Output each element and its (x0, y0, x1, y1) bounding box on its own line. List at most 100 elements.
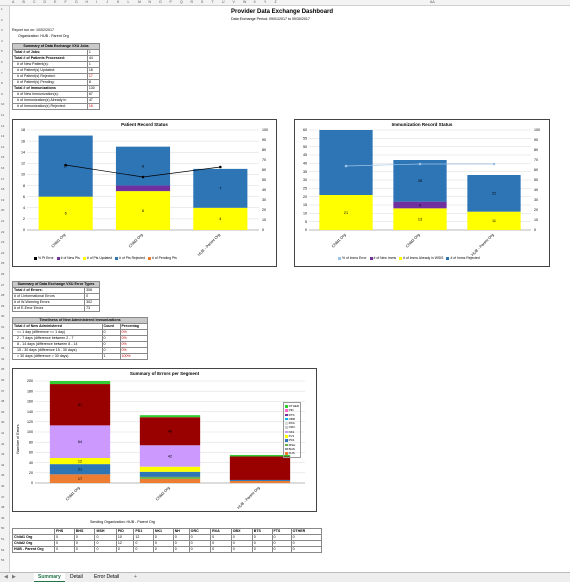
column-letter[interactable]: B (22, 0, 25, 4)
segment-count[interactable]: 0 (271, 546, 292, 553)
segment-count[interactable]: 0 (94, 546, 117, 553)
error-types-header[interactable]: Summary of Data Exchange VXU Error Types (12, 281, 100, 288)
segment-count[interactable]: 0 (73, 546, 96, 553)
column-letter[interactable]: G (75, 0, 78, 4)
jobs-table-header[interactable]: Summary of Data Exchange VXU Jobs (12, 43, 100, 50)
scroll-left-icon[interactable]: ◀ (4, 574, 8, 580)
segment-count[interactable]: 0 (251, 546, 273, 553)
row-number[interactable]: 43 (1, 452, 5, 457)
column-letter[interactable]: M (138, 0, 141, 4)
row-number[interactable]: 40 (1, 420, 5, 425)
row-number[interactable]: 26 (1, 272, 5, 276)
row-header-bar[interactable]: 1 2 3 4 5 6 7 8 9 10 11 12 13 14 15 16 17 18 19 20 21 22 23 24 2… (0, 6, 10, 572)
row-number[interactable]: 22 (1, 229, 5, 234)
tab-error-detail[interactable]: Error Detail (94, 574, 120, 580)
row-number[interactable]: 45 (1, 473, 5, 478)
row-number[interactable]: 35 (1, 367, 5, 372)
row-count[interactable]: 1 (101, 353, 121, 360)
row-number[interactable]: 51 (1, 537, 5, 541)
column-letter[interactable]: F (64, 0, 67, 4)
tab-summary[interactable]: Summary (34, 573, 65, 582)
row-number[interactable]: 1 (1, 7, 3, 11)
row-number[interactable]: 21 (1, 219, 5, 223)
row-number[interactable]: 30 (1, 314, 5, 319)
row-number[interactable]: 53 (1, 558, 5, 563)
row-number[interactable]: 36 (1, 378, 5, 382)
row-number[interactable]: 5 (1, 49, 3, 54)
segment-count[interactable]: 0 (115, 546, 135, 553)
column-letter[interactable]: C (33, 0, 36, 4)
column-letter[interactable]: I (96, 0, 97, 4)
row-number[interactable]: 29 (1, 303, 5, 308)
column-letter[interactable]: W (243, 0, 247, 4)
column-letter[interactable]: S (201, 0, 204, 4)
row-number[interactable]: 39 (1, 409, 5, 414)
row-number[interactable]: 8 (1, 81, 3, 86)
column-letter[interactable]: Z (274, 0, 277, 4)
row-number[interactable]: 4 (1, 38, 3, 43)
row-number[interactable]: 49 (1, 515, 5, 520)
row-number[interactable]: 46 (1, 484, 5, 488)
add-sheet-button[interactable]: + (134, 574, 137, 580)
column-letter[interactable]: P (169, 0, 172, 4)
column-letter[interactable]: AA (430, 0, 435, 4)
row-number[interactable]: 27 (1, 282, 5, 287)
column-letter[interactable]: U (222, 0, 225, 4)
row-number[interactable]: 52 (1, 547, 5, 552)
column-letter[interactable]: N (148, 0, 152, 4)
segment-count[interactable]: 0 (290, 546, 323, 553)
segment-count[interactable]: 0 (152, 546, 174, 553)
column-header-bar[interactable]: A B C D E F G H I J K L M N O P Q R S T U V W X Y Z AA (0, 0, 570, 6)
segment-count[interactable]: 0 (133, 546, 154, 553)
row-number[interactable]: 3 (1, 28, 3, 33)
segment-count[interactable]: 0 (230, 546, 253, 553)
row-number[interactable]: 41 (1, 431, 5, 435)
immunization-record-status-chart[interactable]: Immunization Record Status 0 5 10 15 20 25 30 3… (294, 119, 550, 267)
row-number[interactable]: 18 (1, 187, 5, 192)
segment-count[interactable]: 0 (188, 546, 212, 553)
row-number[interactable]: 32 (1, 335, 5, 340)
org-name[interactable]: HUB - Parent Org (12, 546, 55, 553)
column-letter[interactable]: Y (264, 0, 267, 4)
row-number[interactable]: 20 (1, 208, 5, 213)
row-number[interactable]: 11 (1, 113, 5, 117)
row-number[interactable]: 34 (1, 356, 5, 361)
row-value[interactable]: 16 (86, 103, 101, 110)
row-number[interactable]: 10 (1, 102, 5, 107)
column-letter[interactable]: H (85, 0, 89, 4)
row-number[interactable]: 16 (1, 166, 5, 170)
column-letter[interactable]: O (159, 0, 162, 4)
column-letter[interactable]: D (43, 0, 47, 4)
row-number[interactable]: 7 (1, 70, 3, 75)
row-number[interactable]: 28 (1, 293, 5, 298)
row-number[interactable]: 13 (1, 134, 5, 139)
column-letter[interactable]: R (190, 0, 194, 4)
row-percentage[interactable]: 100% (119, 353, 149, 360)
column-letter[interactable]: A (12, 0, 15, 4)
row-label[interactable]: > 30 days (difference > 30 days) (12, 353, 103, 360)
row-number[interactable]: 25 (1, 261, 5, 266)
column-letter[interactable]: L (127, 0, 130, 4)
row-number[interactable]: 2 (1, 17, 3, 22)
patient-record-status-chart[interactable]: Patient Record Status 0 2 4 6 8 10 12 14 16 18 0 10… (12, 119, 277, 267)
scroll-right-icon[interactable]: ▶ (12, 574, 16, 580)
row-number[interactable]: 14 (1, 144, 5, 149)
segment-count[interactable]: 0 (210, 546, 232, 553)
segment-count[interactable]: 0 (172, 546, 190, 553)
segment-count[interactable]: 0 (54, 546, 75, 553)
row-number[interactable]: 6 (1, 60, 3, 64)
column-letter[interactable]: J (106, 0, 109, 4)
errors-per-segment-chart[interactable]: Summary of Errors per Segment 0 20 40 60 80 1… (12, 368, 317, 512)
row-number[interactable]: 48 (1, 505, 5, 510)
column-letter[interactable]: Q (180, 0, 183, 4)
row-label[interactable]: # of Immunization(s) Rejected: (12, 103, 88, 110)
column-letter[interactable]: X (253, 0, 256, 4)
column-letter[interactable]: T (211, 0, 214, 4)
row-number[interactable]: 44 (1, 462, 5, 467)
row-number[interactable]: 37 (1, 388, 5, 393)
column-letter[interactable]: V (232, 0, 235, 4)
row-number[interactable]: 31 (1, 325, 5, 329)
row-label[interactable]: # of E-Error Errors (11, 305, 86, 312)
row-number[interactable]: 12 (1, 123, 5, 128)
row-number[interactable]: 38 (1, 399, 5, 404)
